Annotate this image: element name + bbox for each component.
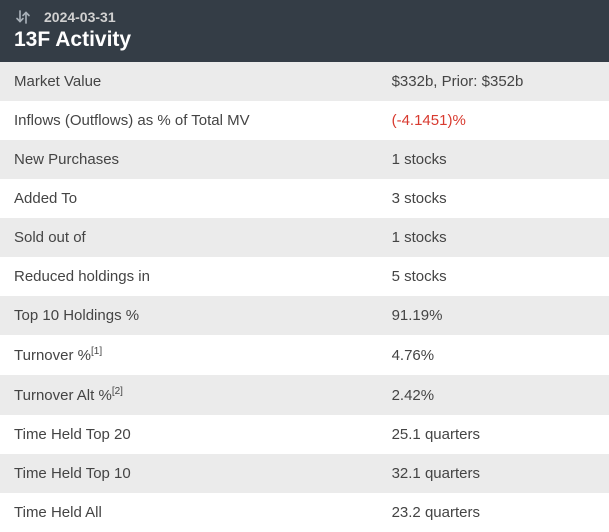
activity-table: Market Value$332b, Prior: $352bInflows (…: [0, 62, 609, 532]
table-row: Reduced holdings in5 stocks: [0, 257, 609, 296]
table-row: Added To3 stocks: [0, 179, 609, 218]
row-label: Time Held All: [0, 493, 378, 532]
table-row: Turnover %[1]4.76%: [0, 335, 609, 375]
row-value: 32.1 quarters: [378, 454, 609, 493]
row-label: Time Held Top 20: [0, 415, 378, 454]
row-label: Added To: [0, 179, 378, 218]
row-label: Inflows (Outflows) as % of Total MV: [0, 101, 378, 140]
row-value: 25.1 quarters: [378, 415, 609, 454]
row-label: Market Value: [0, 62, 378, 101]
row-value: 91.19%: [378, 296, 609, 335]
row-label: Turnover Alt %[2]: [0, 375, 378, 415]
row-label: Sold out of: [0, 218, 378, 257]
row-label: Turnover %[1]: [0, 335, 378, 375]
sort-icon[interactable]: [14, 8, 32, 26]
row-value: 2.42%: [378, 375, 609, 415]
row-label: New Purchases: [0, 140, 378, 179]
table-row: New Purchases1 stocks: [0, 140, 609, 179]
footnote-ref: [1]: [91, 346, 102, 357]
page-title: 13F Activity: [14, 28, 595, 52]
header-top-row: 2024-03-31: [14, 8, 595, 26]
row-value: $332b, Prior: $352b: [378, 62, 609, 101]
report-date: 2024-03-31: [44, 9, 116, 25]
table-row: Time Held Top 1032.1 quarters: [0, 454, 609, 493]
table-row: Top 10 Holdings %91.19%: [0, 296, 609, 335]
row-label: Top 10 Holdings %: [0, 296, 378, 335]
table-row: Sold out of1 stocks: [0, 218, 609, 257]
row-label: Time Held Top 10: [0, 454, 378, 493]
row-value: (-4.1451)%: [378, 101, 609, 140]
row-value: 3 stocks: [378, 179, 609, 218]
row-value: 23.2 quarters: [378, 493, 609, 532]
row-value: 1 stocks: [378, 218, 609, 257]
row-value: 1 stocks: [378, 140, 609, 179]
table-row: Market Value$332b, Prior: $352b: [0, 62, 609, 101]
activity-header: 2024-03-31 13F Activity: [0, 0, 609, 62]
row-label: Reduced holdings in: [0, 257, 378, 296]
row-value: 4.76%: [378, 335, 609, 375]
table-row: Turnover Alt %[2]2.42%: [0, 375, 609, 415]
table-row: Inflows (Outflows) as % of Total MV(-4.1…: [0, 101, 609, 140]
footnote-ref: [2]: [112, 386, 123, 397]
table-row: Time Held All23.2 quarters: [0, 493, 609, 532]
table-row: Time Held Top 2025.1 quarters: [0, 415, 609, 454]
row-value: 5 stocks: [378, 257, 609, 296]
